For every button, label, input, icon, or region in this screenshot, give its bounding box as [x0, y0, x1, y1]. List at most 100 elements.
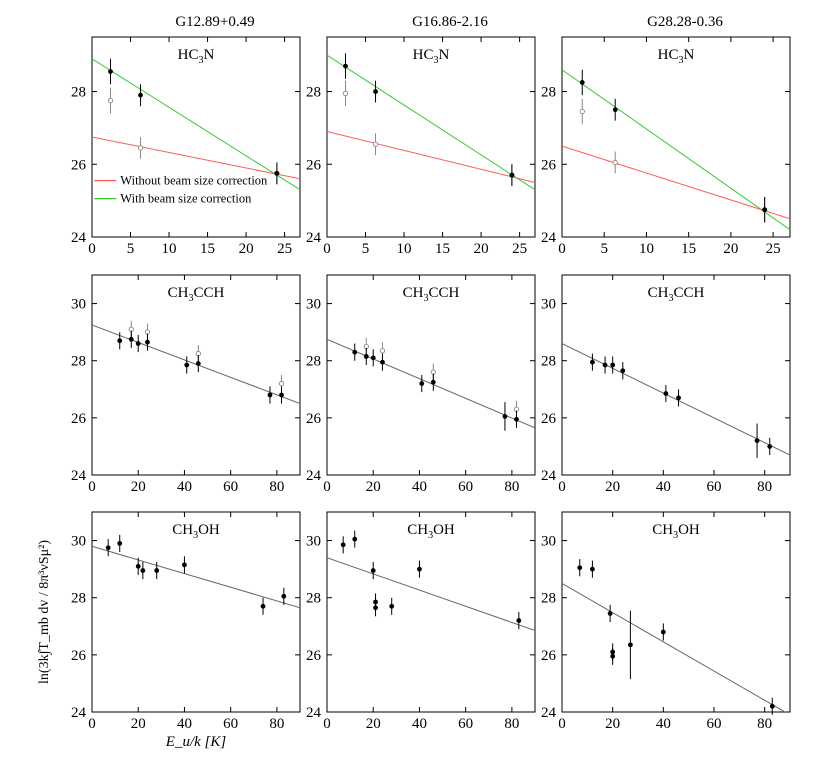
data-point — [389, 603, 395, 609]
data-point — [610, 362, 616, 368]
subplot-g16.86-2.16-hc3n: 0 5 10 15 20 25 24 26 28 HC3N — [306, 36, 536, 257]
x-tick-label: 0 — [323, 241, 331, 257]
y-tick-label: 28 — [541, 85, 556, 101]
x-tick-label: 0 — [558, 241, 566, 257]
fit-line — [562, 582, 787, 712]
legend-label-without: Without beam size correction — [120, 174, 268, 188]
x-tick-label: 80 — [504, 479, 519, 495]
y-tick-label: 26 — [71, 157, 87, 173]
data-point — [373, 89, 378, 94]
data-point — [676, 395, 681, 401]
fit-line-without-correction — [562, 145, 790, 220]
data-point — [769, 703, 775, 709]
data-point — [182, 562, 187, 568]
plot-frame — [561, 274, 791, 476]
x-tick-label: 20 — [366, 479, 381, 495]
y-tick-label: 24 — [541, 230, 557, 246]
data-point — [154, 568, 160, 573]
x-tick-label: 20 — [474, 241, 489, 257]
x-tick-label: 20 — [131, 716, 146, 732]
data-point — [590, 566, 595, 572]
y-tick-label: 28 — [306, 591, 321, 607]
x-tick-label: 15 — [200, 241, 215, 257]
x-tick-label: 0 — [88, 716, 96, 732]
column-title-g16: G16.86-2.16 — [412, 14, 488, 30]
molecule-label: CH3CCH — [648, 285, 705, 304]
fit-line-without-correction — [92, 136, 300, 180]
y-tick-label: 24 — [541, 468, 557, 484]
plot-frame — [561, 511, 791, 713]
x-tick-label: 40 — [412, 479, 427, 495]
x-tick-label: 0 — [558, 479, 566, 495]
subplot-g12.89+0.49-ch3cch: 0 20 40 60 80 24 26 28 30 CH3CCH — [71, 274, 301, 495]
y-tick-label: 28 — [71, 591, 86, 607]
x-tick-label: 40 — [656, 716, 671, 732]
x-tick-label: 80 — [269, 716, 284, 732]
data-point — [195, 361, 201, 366]
y-tick-label: 28 — [71, 85, 86, 101]
fit-line — [92, 545, 300, 609]
y-tick-label: 30 — [71, 534, 86, 550]
x-tick-label: 40 — [177, 479, 192, 495]
fit-line — [562, 343, 790, 456]
data-point-open — [342, 90, 349, 97]
data-point — [260, 603, 266, 609]
data-point — [579, 80, 585, 85]
x-tick-label: 20 — [239, 241, 254, 257]
x-tick-label: 40 — [412, 716, 427, 732]
y-tick-label: 26 — [71, 648, 87, 664]
data-point — [509, 172, 515, 178]
fit-line — [327, 557, 535, 632]
fit-line-with-correction — [327, 54, 535, 191]
data-point — [767, 444, 773, 449]
data-point — [108, 69, 113, 74]
y-tick-label: 30 — [541, 297, 556, 313]
data-point — [135, 341, 141, 346]
data-point — [419, 381, 425, 386]
data-point-open — [379, 348, 386, 354]
x-tick-label: 20 — [366, 716, 381, 732]
data-point — [117, 338, 123, 344]
y-tick-label: 26 — [306, 411, 322, 427]
fit-line-with-correction — [562, 69, 790, 231]
data-point — [430, 379, 436, 385]
x-tick-label: 80 — [504, 716, 519, 732]
molecule-label: CH3OH — [652, 522, 700, 541]
data-point-open — [612, 159, 618, 166]
data-point — [281, 593, 287, 599]
x-tick-label: 60 — [458, 479, 473, 495]
y-tick-label: 28 — [306, 354, 321, 370]
data-point — [602, 362, 608, 368]
data-point — [514, 416, 519, 422]
plot-frame — [91, 36, 301, 238]
data-point — [660, 629, 666, 635]
data-point — [612, 107, 618, 113]
data-point — [663, 391, 669, 396]
data-point — [417, 566, 422, 572]
data-point-open — [137, 145, 144, 151]
plot-frame — [326, 36, 536, 238]
data-point — [274, 170, 280, 176]
y-tick-label: 28 — [71, 354, 86, 370]
data-point-open — [107, 97, 114, 104]
y-tick-label: 24 — [71, 230, 87, 246]
data-point — [363, 354, 369, 359]
data-point — [502, 414, 508, 419]
y-tick-label: 26 — [541, 157, 557, 173]
y-tick-label: 30 — [71, 297, 86, 313]
data-point — [620, 368, 626, 374]
molecule-label: HC3N — [658, 47, 695, 66]
data-point — [184, 362, 190, 368]
data-point — [140, 568, 146, 573]
y-tick-label: 24 — [71, 705, 87, 721]
molecule-label: HC3N — [178, 47, 215, 66]
fit-line-with-correction — [92, 58, 300, 191]
subplot-g16.86-2.16-ch3oh: 0 20 40 60 80 24 26 28 30 CH3OH — [306, 511, 536, 732]
plot-frame — [91, 511, 301, 713]
x-tick-label: 80 — [757, 479, 772, 495]
data-point — [628, 642, 633, 648]
data-point — [145, 339, 150, 345]
plot-frame — [326, 511, 536, 713]
data-point — [754, 438, 760, 444]
